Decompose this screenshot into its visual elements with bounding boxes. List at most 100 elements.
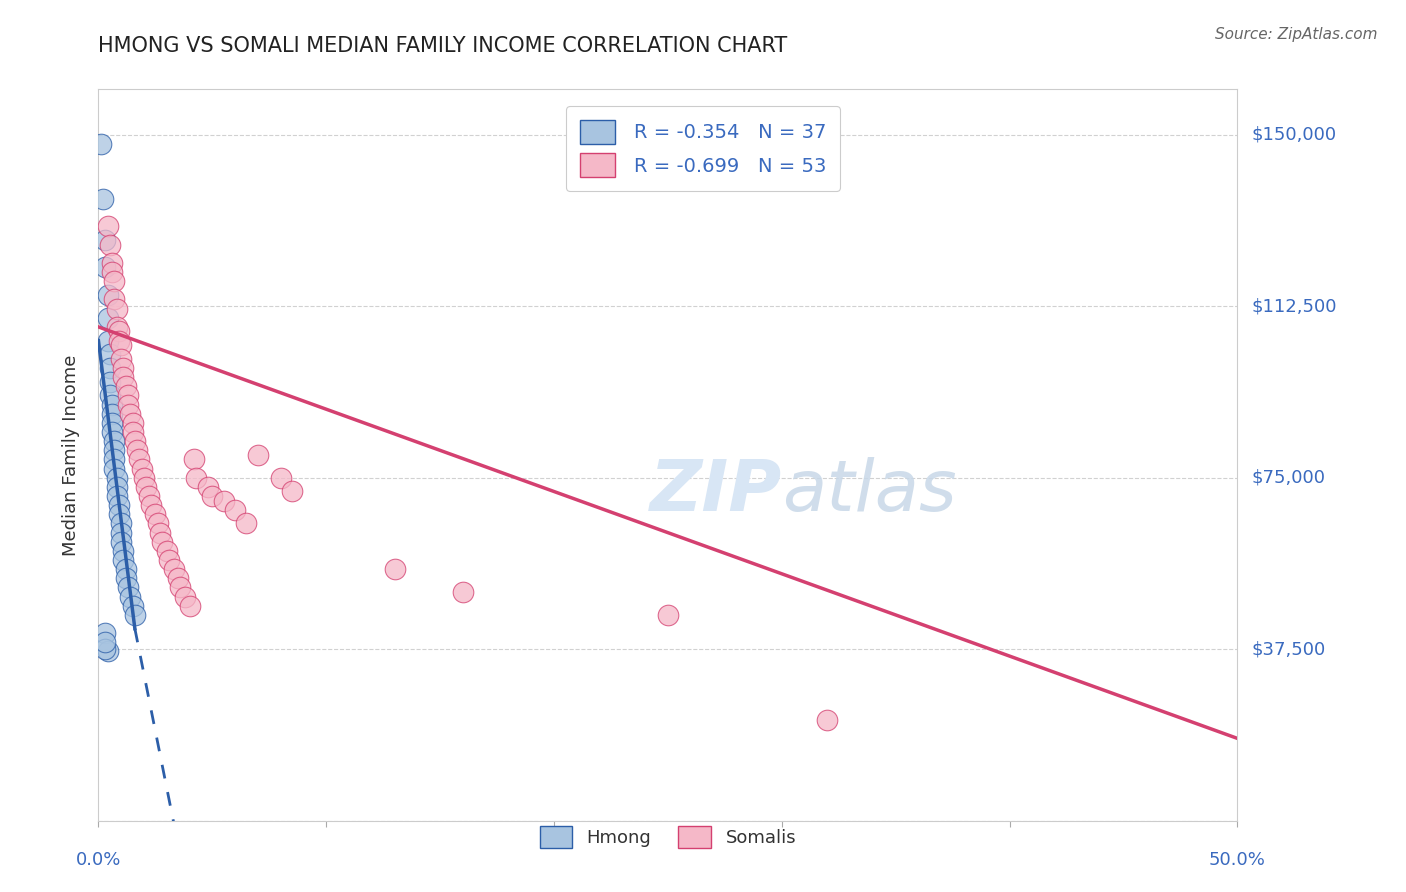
Point [108,498,131,512]
Point [149,525,172,540]
Point [815,713,838,727]
Point [117,581,139,595]
Point [150,534,173,549]
Text: $37,500: $37,500 [1251,640,1326,658]
Point [124,607,146,622]
Point [120,590,142,604]
Point [132,471,155,485]
Point [451,585,474,599]
Text: $150,000: $150,000 [1251,126,1336,144]
Point [110,525,132,540]
Text: ZIP: ZIP [650,457,782,526]
Point [114,379,136,393]
Point [108,325,131,339]
Point [108,334,131,348]
Point [101,416,124,430]
Point [105,301,128,316]
Point [90,136,112,151]
Point [114,571,136,585]
Point [112,361,135,376]
Point [94,260,117,275]
Point [224,502,246,516]
Point [117,388,139,402]
Point [186,471,208,485]
Text: $112,500: $112,500 [1251,297,1337,316]
Point [98,375,121,389]
Point [121,425,143,439]
Point [94,642,117,657]
Point [131,461,153,475]
Y-axis label: Median Family Income: Median Family Income [62,354,80,556]
Point [212,493,235,508]
Point [112,370,135,384]
Point [101,398,124,412]
Point [105,319,128,334]
Point [110,516,132,531]
Point [98,388,121,402]
Point [183,452,205,467]
Point [101,265,124,279]
Point [110,534,132,549]
Point [197,480,219,494]
Point [96,644,118,658]
Point [94,626,117,640]
Point [98,347,121,361]
Legend: Hmong, Somalis: Hmong, Somalis [533,819,803,855]
Point [156,544,179,558]
Text: Source: ZipAtlas.com: Source: ZipAtlas.com [1215,27,1378,42]
Point [101,425,124,439]
Point [91,192,114,206]
Point [96,288,118,302]
Point [112,544,135,558]
Text: HMONG VS SOMALI MEDIAN FAMILY INCOME CORRELATION CHART: HMONG VS SOMALI MEDIAN FAMILY INCOME COR… [98,36,787,55]
Text: 0.0%: 0.0% [76,851,121,869]
Point [169,581,191,595]
Point [135,480,157,494]
Point [103,274,125,288]
Point [117,398,139,412]
Point [94,635,117,649]
Point [114,562,136,576]
Point [110,351,132,366]
Point [139,498,162,512]
Point [121,416,143,430]
Point [98,237,121,252]
Point [110,338,132,352]
Point [94,233,117,247]
Point [246,448,269,462]
Text: atlas: atlas [782,457,956,526]
Point [101,407,124,421]
Point [121,599,143,613]
Point [145,508,167,522]
Point [103,461,125,475]
Point [105,471,128,485]
Point [105,489,128,503]
Point [120,407,142,421]
Point [124,434,146,449]
Point [103,293,125,307]
Point [384,562,406,576]
Point [96,219,118,234]
Point [174,590,197,604]
Point [103,434,125,449]
Point [235,516,257,531]
Point [270,471,292,485]
Point [128,452,150,467]
Point [105,480,128,494]
Point [167,571,190,585]
Point [201,489,224,503]
Point [157,553,180,567]
Point [112,553,135,567]
Text: 50.0%: 50.0% [1209,851,1265,869]
Point [103,452,125,467]
Point [101,256,124,270]
Text: $75,000: $75,000 [1251,469,1326,487]
Point [98,361,121,376]
Point [179,599,201,613]
Point [146,516,169,531]
Point [108,508,131,522]
Point [657,607,679,622]
Point [103,443,125,458]
Point [138,489,160,503]
Point [127,443,149,458]
